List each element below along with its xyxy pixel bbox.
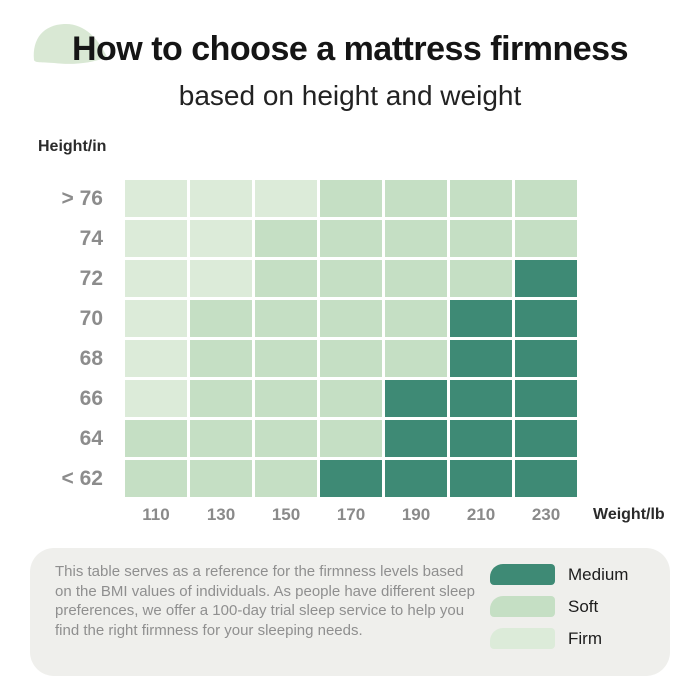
heatmap-cell xyxy=(515,180,577,217)
heatmap-cell xyxy=(125,420,187,457)
heatmap-cell xyxy=(515,220,577,257)
heatmap-cell xyxy=(255,340,317,377)
legend-swatch-firm xyxy=(490,628,555,649)
heatmap-cell xyxy=(190,260,252,297)
heatmap-cell xyxy=(450,380,512,417)
y-tick-label: < 62 xyxy=(61,466,103,490)
firmness-heatmap xyxy=(125,180,577,497)
heatmap-cell xyxy=(255,300,317,337)
heatmap-cell xyxy=(320,300,382,337)
heatmap-cell xyxy=(125,300,187,337)
y-axis-title: Height/in xyxy=(38,138,107,155)
heatmap-cell xyxy=(385,420,447,457)
heatmap-cell xyxy=(450,260,512,297)
heatmap-cell xyxy=(125,260,187,297)
legend-item: Medium xyxy=(490,564,628,585)
legend-label: Medium xyxy=(568,564,629,584)
heatmap-cell xyxy=(515,420,577,457)
heatmap-cell xyxy=(450,180,512,217)
y-tick-label: 64 xyxy=(79,426,103,450)
legend-label: Soft xyxy=(568,596,599,616)
heatmap-cell xyxy=(450,420,512,457)
heatmap-cell xyxy=(320,460,382,497)
y-axis-tick-labels: > 76 74 72 70 68 66 64 < 62 xyxy=(18,180,103,497)
footnote-text: This table serves as a reference for the… xyxy=(55,563,475,639)
x-tick-label: 230 xyxy=(531,505,561,524)
heatmap-cell xyxy=(190,340,252,377)
heatmap-cell xyxy=(450,460,512,497)
y-tick-label: 74 xyxy=(79,226,103,250)
page-subtitle: based on height and weight xyxy=(178,80,522,111)
heatmap-cell xyxy=(125,460,187,497)
leaf-icon xyxy=(33,23,107,64)
heatmap-cell xyxy=(385,180,447,217)
legend: Medium Soft Firm xyxy=(490,564,628,649)
y-tick-label: 70 xyxy=(79,306,103,330)
heatmap-cell xyxy=(190,380,252,417)
heatmap-cell xyxy=(515,380,577,417)
heatmap-cell xyxy=(125,380,187,417)
legend-swatch-soft xyxy=(490,596,555,617)
leaf-decoration xyxy=(32,22,108,66)
heatmap-cell xyxy=(255,460,317,497)
heatmap-cell xyxy=(385,260,447,297)
heatmap-cell xyxy=(255,180,317,217)
x-tick-label: 170 xyxy=(336,505,366,524)
heatmap-cell xyxy=(450,300,512,337)
heatmap-cell xyxy=(385,380,447,417)
heatmap-cell xyxy=(515,460,577,497)
x-axis-tick-labels: 110 130 150 170 190 210 230 xyxy=(125,505,577,525)
y-tick-label: 72 xyxy=(79,266,103,290)
heatmap-cell xyxy=(515,260,577,297)
x-tick-label: 190 xyxy=(401,505,431,524)
legend-item: Soft xyxy=(490,596,628,617)
heatmap-cell xyxy=(320,260,382,297)
heatmap-cell xyxy=(385,460,447,497)
y-tick-label: 68 xyxy=(79,346,103,370)
heatmap-cell xyxy=(255,220,317,257)
x-tick-label: 130 xyxy=(206,505,236,524)
heatmap-cell xyxy=(385,340,447,377)
x-tick-label: 110 xyxy=(142,505,170,524)
heatmap-cell xyxy=(190,220,252,257)
heatmap-cell xyxy=(125,180,187,217)
heatmap-cell xyxy=(515,340,577,377)
heatmap-cell xyxy=(320,340,382,377)
y-tick-label: > 76 xyxy=(61,186,103,210)
heatmap-cell xyxy=(385,220,447,257)
heatmap-cell xyxy=(320,420,382,457)
y-tick-label: 66 xyxy=(79,386,103,410)
footer-note-panel: This table serves as a reference for the… xyxy=(30,548,670,676)
heatmap-cell xyxy=(125,340,187,377)
heatmap-cell xyxy=(320,220,382,257)
heatmap-cell xyxy=(255,380,317,417)
heatmap-cell xyxy=(125,220,187,257)
heatmap-cell xyxy=(255,260,317,297)
heatmap-cell xyxy=(320,380,382,417)
heatmap-cell xyxy=(515,300,577,337)
heatmap-cell xyxy=(190,180,252,217)
x-tick-label: 210 xyxy=(466,505,496,524)
legend-item: Firm xyxy=(490,628,628,649)
heatmap-cell xyxy=(320,180,382,217)
page-title: How to choose a mattress firmness xyxy=(71,30,629,68)
heatmap-cell xyxy=(190,460,252,497)
legend-label: Firm xyxy=(568,628,602,648)
heatmap-cell xyxy=(190,300,252,337)
heatmap-cell xyxy=(385,300,447,337)
heatmap-cell xyxy=(450,340,512,377)
x-tick-label: 150 xyxy=(271,505,301,524)
x-axis-title: Weight/lb xyxy=(593,506,665,523)
legend-swatch-medium xyxy=(490,564,555,585)
heatmap-cell xyxy=(450,220,512,257)
heatmap-cell xyxy=(190,420,252,457)
heatmap-cell xyxy=(255,420,317,457)
